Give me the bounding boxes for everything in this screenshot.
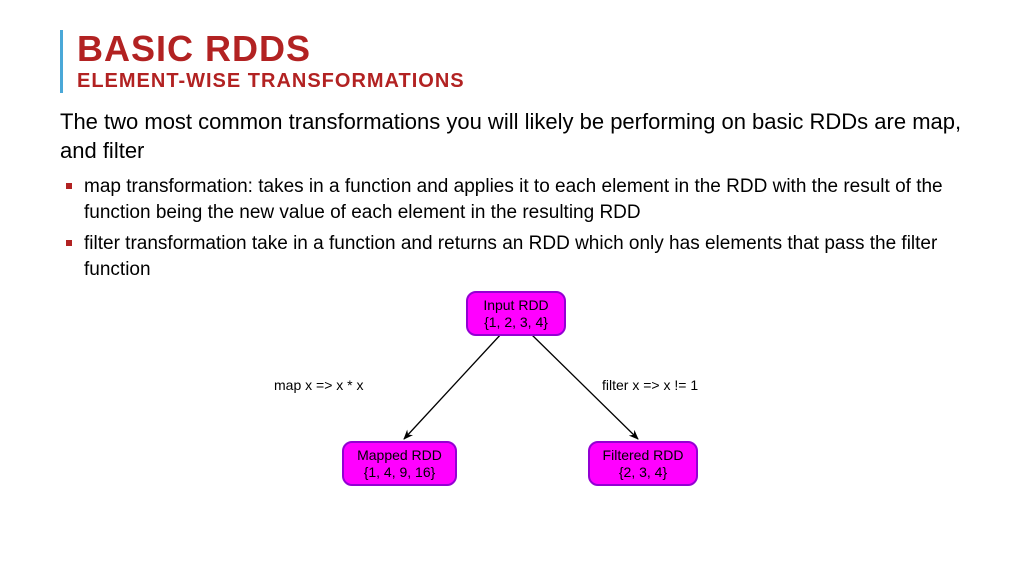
node-value: {1, 4, 9, 16} [364, 464, 436, 480]
edge-label-filter: filter x => x != 1 [602, 377, 698, 393]
title-block: BASIC RDDS ELEMENT-WISE TRANSFORMATIONS [60, 30, 964, 93]
node-title: Input RDD [483, 297, 548, 313]
list-item: filter transformation take in a function… [66, 231, 964, 282]
edge-label-map: map x => x * x [274, 377, 363, 393]
slide-content: BASIC RDDS ELEMENT-WISE TRANSFORMATIONS … [0, 0, 1024, 521]
edge-input-mapped [404, 333, 502, 439]
slide-title: BASIC RDDS [77, 30, 964, 68]
node-value: {2, 3, 4} [619, 464, 667, 480]
intro-text: The two most common transformations you … [60, 107, 964, 166]
bullet-list: map transformation: takes in a function … [60, 174, 964, 283]
node-filtered-rdd: Filtered RDD {2, 3, 4} [588, 441, 698, 487]
node-title: Filtered RDD [603, 447, 684, 463]
rdd-diagram: Input RDD {1, 2, 3, 4} Mapped RDD {1, 4,… [232, 291, 792, 501]
node-input-rdd: Input RDD {1, 2, 3, 4} [466, 291, 566, 337]
slide-subtitle: ELEMENT-WISE TRANSFORMATIONS [77, 70, 964, 93]
list-item: map transformation: takes in a function … [66, 174, 964, 225]
node-value: {1, 2, 3, 4} [484, 314, 548, 330]
node-title: Mapped RDD [357, 447, 442, 463]
node-mapped-rdd: Mapped RDD {1, 4, 9, 16} [342, 441, 457, 487]
